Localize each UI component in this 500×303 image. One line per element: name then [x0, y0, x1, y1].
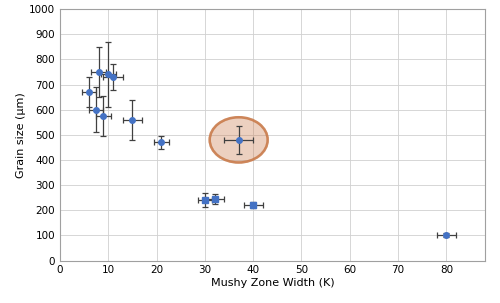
Ellipse shape	[210, 117, 268, 162]
X-axis label: Mushy Zone Width (K): Mushy Zone Width (K)	[210, 278, 334, 288]
Y-axis label: Grain size (μm): Grain size (μm)	[16, 92, 26, 178]
